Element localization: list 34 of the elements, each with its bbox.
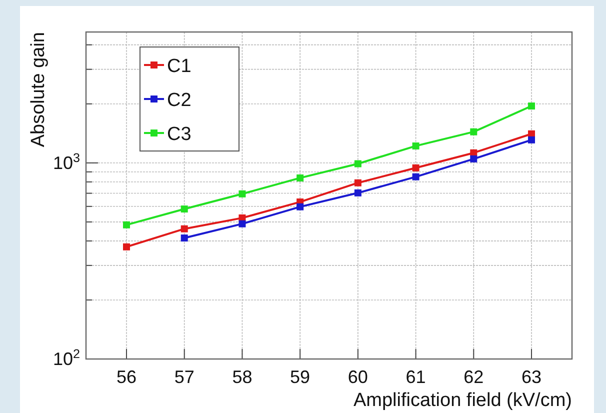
point	[180, 225, 188, 232]
point	[528, 102, 535, 110]
x-tick-label: 62	[464, 367, 484, 387]
x-tick-label: 58	[232, 367, 252, 387]
point	[180, 205, 188, 212]
point	[296, 203, 304, 210]
point	[528, 136, 535, 144]
x-tick-label: 61	[406, 367, 426, 387]
point	[470, 128, 478, 136]
point	[412, 173, 420, 180]
point	[238, 220, 246, 228]
point	[296, 174, 304, 182]
x-tick-label: 63	[521, 367, 542, 387]
x-tick-label: 57	[174, 367, 194, 387]
point	[470, 155, 478, 162]
legend-label: C3	[167, 124, 192, 145]
x-tick-label: 59	[290, 367, 310, 387]
x-axis-title: Amplification field (kV/cm)	[353, 390, 572, 411]
legend-label: C2	[167, 90, 192, 111]
legend-label: C1	[167, 56, 192, 77]
point	[123, 243, 130, 250]
point	[180, 234, 188, 242]
y-tick-label: 10$^{2}$	[52, 347, 80, 369]
y-tick-label: 10$^{3}$	[52, 150, 80, 173]
point	[354, 189, 362, 196]
point	[123, 221, 130, 228]
x-tick-label: 56	[116, 367, 137, 387]
point	[412, 164, 420, 172]
point	[354, 160, 362, 168]
y-axis-title: Absolute gain	[28, 32, 49, 148]
point	[412, 142, 420, 150]
point	[238, 190, 246, 198]
x-tick-label: 60	[348, 367, 368, 387]
point	[354, 179, 362, 186]
